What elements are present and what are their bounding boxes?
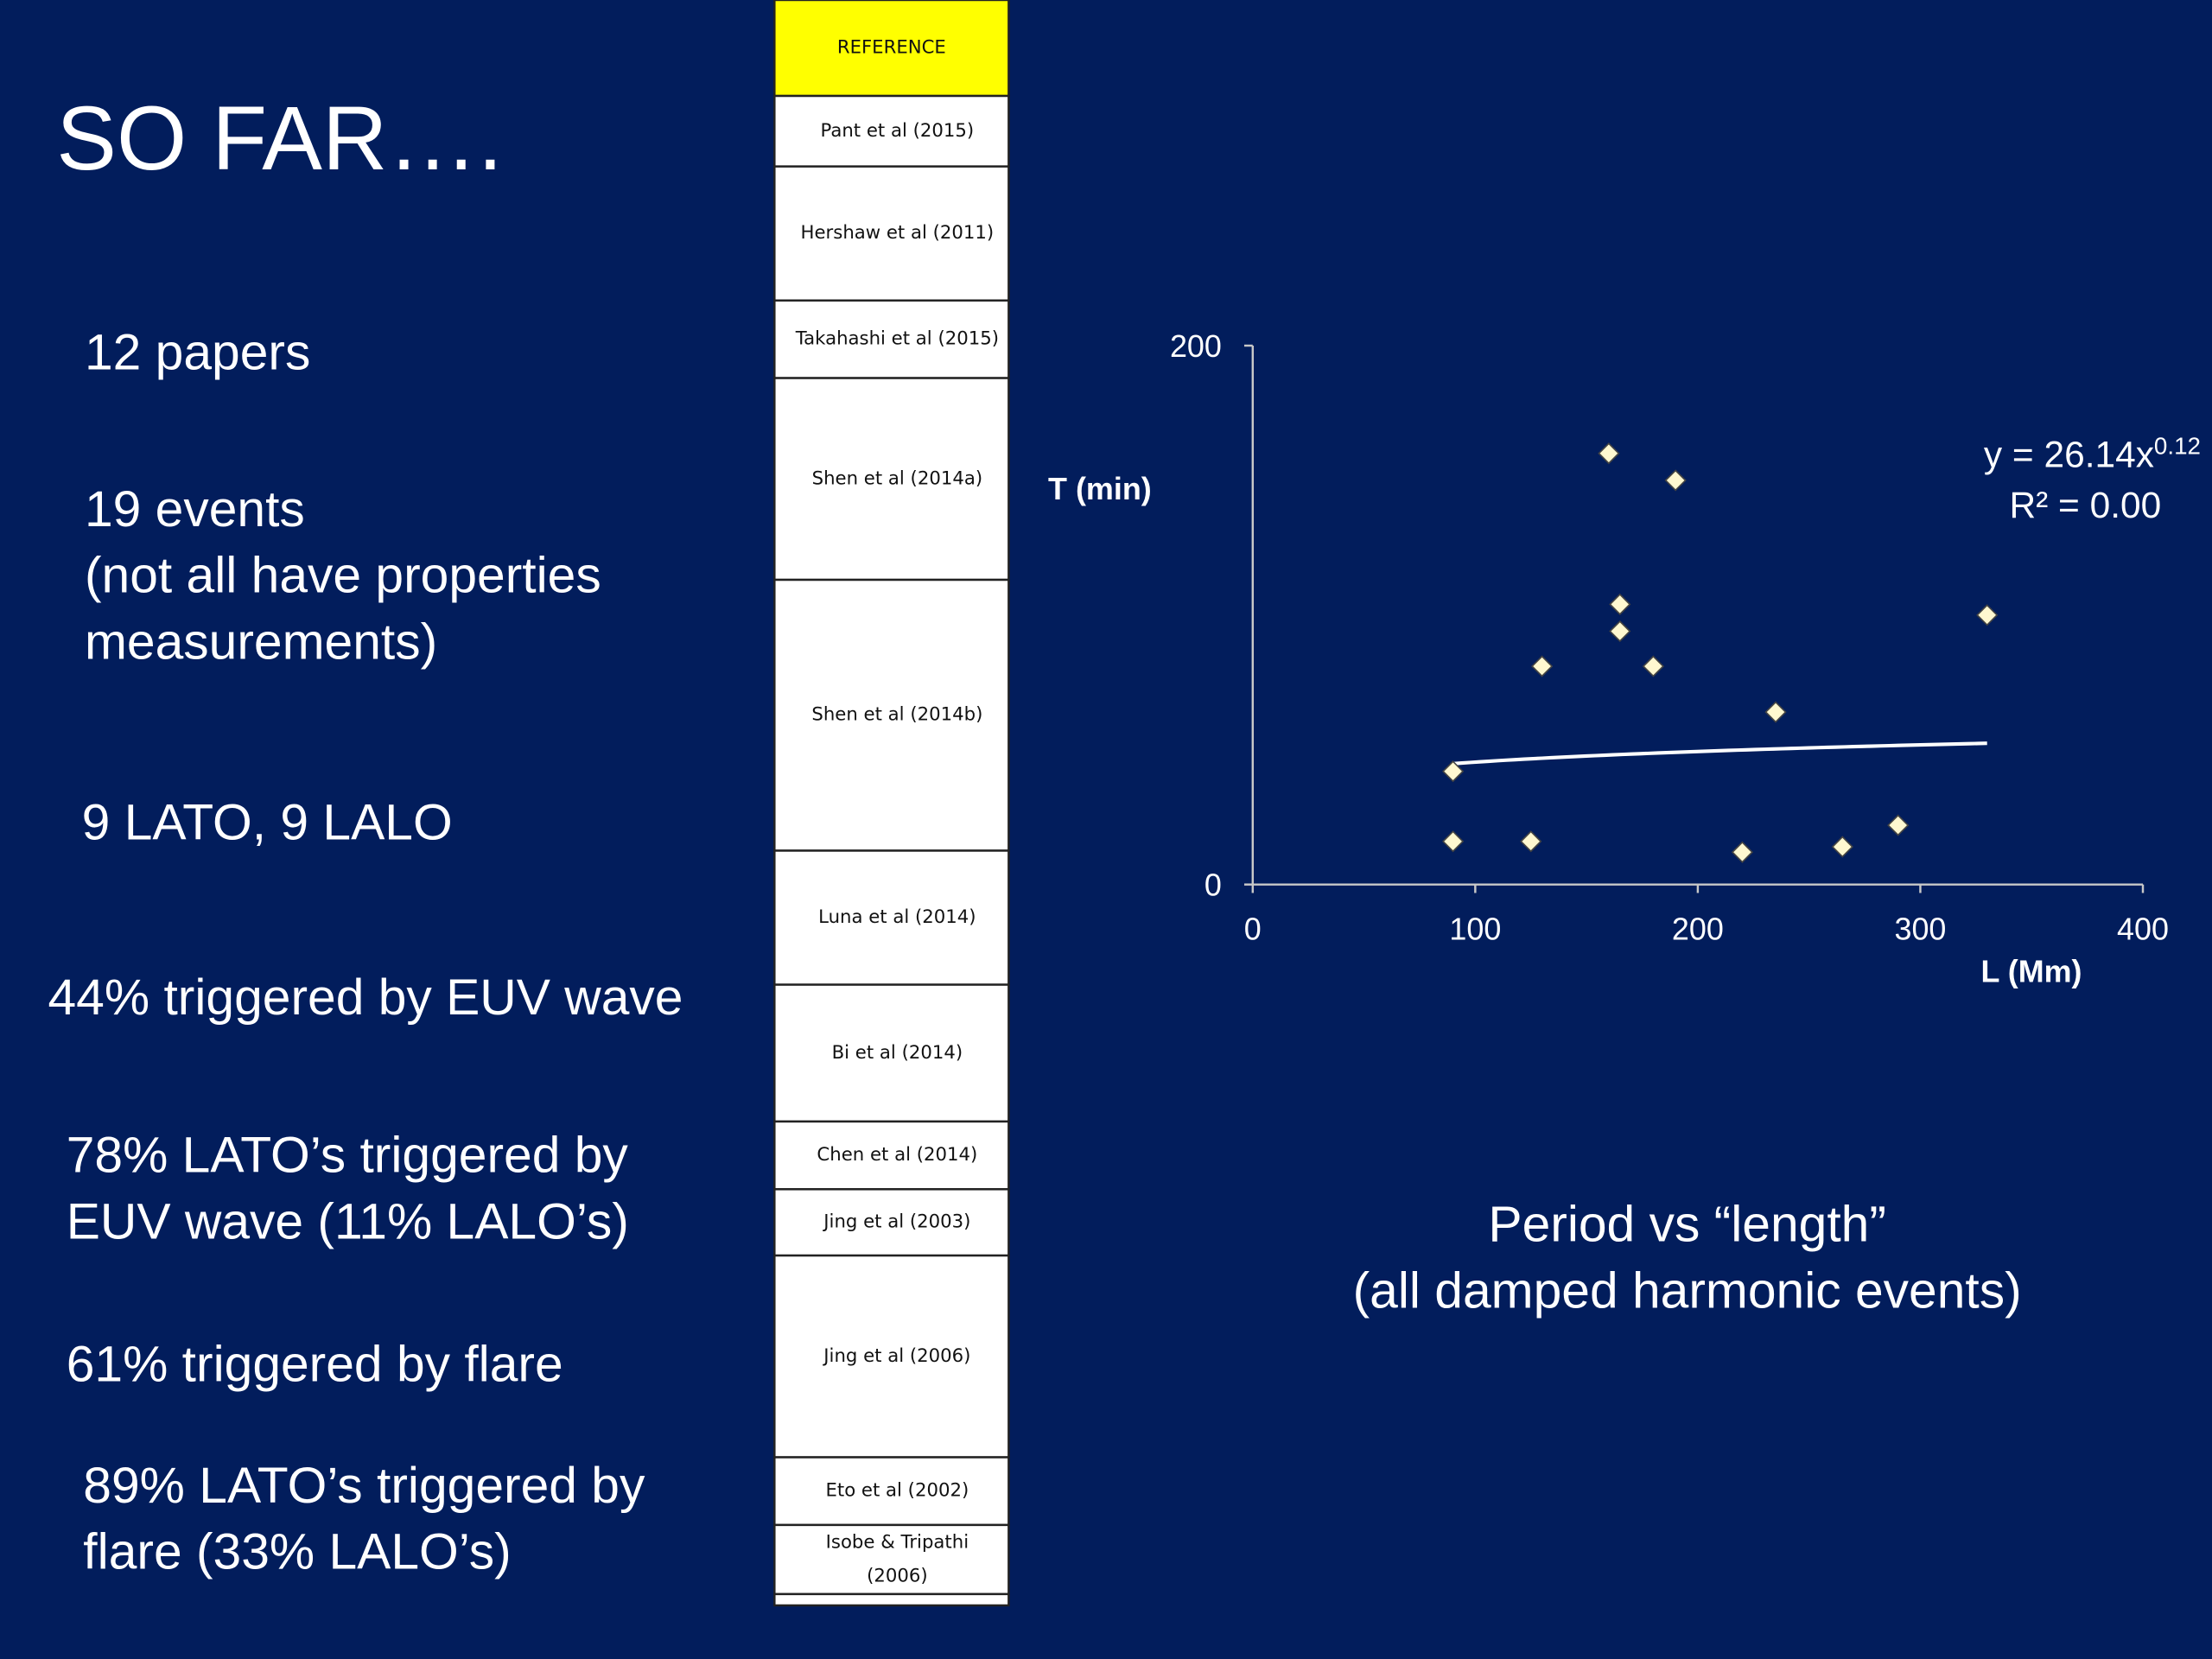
table-cell [773, 1120, 1010, 1191]
scatter-point [1442, 830, 1465, 853]
y-axis-label: T (min) [1048, 471, 1152, 506]
scatter-point [1976, 604, 1999, 626]
x-tick-label: 400 [2117, 911, 2169, 946]
scatter-point [1609, 593, 1631, 615]
slide-bullet: 44% triggered by EUV wave [48, 969, 683, 1026]
table-cell-text: Jing et al (2003) [822, 1211, 970, 1233]
table-cell-text: Takahashi et al (2015) [795, 328, 999, 350]
slide-bullet: 12 papers [85, 325, 310, 381]
slide-bullet: 19 events [85, 481, 305, 537]
slide-bullet: 78% LATO’s triggered by [67, 1128, 629, 1184]
trend-equation: y = 26.14x0.12 [1984, 433, 2201, 475]
slide-bullet: 61% triggered by flare [67, 1336, 563, 1392]
chart-caption: Period vs “length” [1488, 1197, 1886, 1253]
table-cell [773, 377, 1010, 582]
table-cell-text: Luna et al (2014) [818, 906, 976, 928]
chart-caption: (all damped harmonic events) [1353, 1262, 2022, 1319]
scatter-point [1764, 701, 1787, 723]
table-cell [773, 1254, 1010, 1459]
slide-bullet: measurements) [85, 613, 437, 670]
table-cell-text: (2006) [867, 1565, 928, 1586]
table-cell [773, 983, 1010, 1123]
trendline [1452, 741, 1987, 766]
table-cell-text: Pant et al (2015) [821, 120, 975, 142]
scatter-point [1609, 620, 1631, 643]
slide-bullet: 9 LATO, 9 LALO [82, 794, 453, 850]
table-cell-text: Isobe & Tripathi [826, 1531, 969, 1553]
table-cell [773, 165, 1010, 302]
x-tick-label: 0 [1244, 911, 1262, 946]
table-cell [773, 578, 1010, 852]
slide-bullet: EUV wave (11% LALO’s) [67, 1193, 629, 1249]
table-header-cell [773, 0, 1010, 98]
table-cell [773, 1456, 1010, 1527]
x-axis-label: L (Mm) [1981, 953, 2082, 988]
table-cell [773, 849, 1010, 986]
slide-title: SO FAR…. [56, 88, 503, 189]
slide-bullet: flare (33% LALO’s) [83, 1524, 511, 1580]
slide-bullet: 89% LATO’s triggered by [83, 1458, 645, 1514]
table-cell-text: Bi et al (2014) [832, 1042, 963, 1064]
slide-bullet: (not all have properties [85, 548, 601, 604]
y-tick-label: 200 [1170, 328, 1222, 364]
r-squared: R² = 0.00 [2009, 485, 2161, 525]
table-cell [773, 1592, 1010, 1607]
table-cell [773, 299, 1010, 379]
table-cell-text: Shen et al (2014b) [811, 704, 982, 726]
x-tick-label: 200 [1672, 911, 1724, 946]
table-cell-text: Chen et al (2014) [817, 1144, 977, 1166]
table-cell-text: Shen et al (2014a) [812, 467, 982, 489]
scatter-point [1598, 442, 1620, 465]
scatter-point [1664, 469, 1687, 492]
scatter-point [1642, 655, 1664, 677]
table-cell-text: Eto et al (2002) [825, 1480, 969, 1502]
y-tick-label: 0 [1205, 868, 1222, 903]
scatter-point [1831, 836, 1853, 858]
table-cell-text: Jing et al (2006) [822, 1345, 970, 1367]
x-tick-label: 100 [1449, 911, 1501, 946]
table-cell [773, 1523, 1010, 1596]
table-header: REFERENCE [837, 37, 946, 59]
equation-text: y = 26.14x [1984, 434, 2154, 474]
scatter-point [1442, 760, 1465, 783]
scatter-point [1520, 830, 1542, 853]
equation-exponent: 0.12 [2154, 433, 2201, 460]
scatter-point [1731, 841, 1753, 863]
scatter-point [1531, 655, 1554, 677]
scatter-point [1887, 814, 1910, 836]
x-tick-label: 300 [1894, 911, 1946, 946]
table-cell-text: Hershaw et al (2011) [801, 222, 995, 244]
